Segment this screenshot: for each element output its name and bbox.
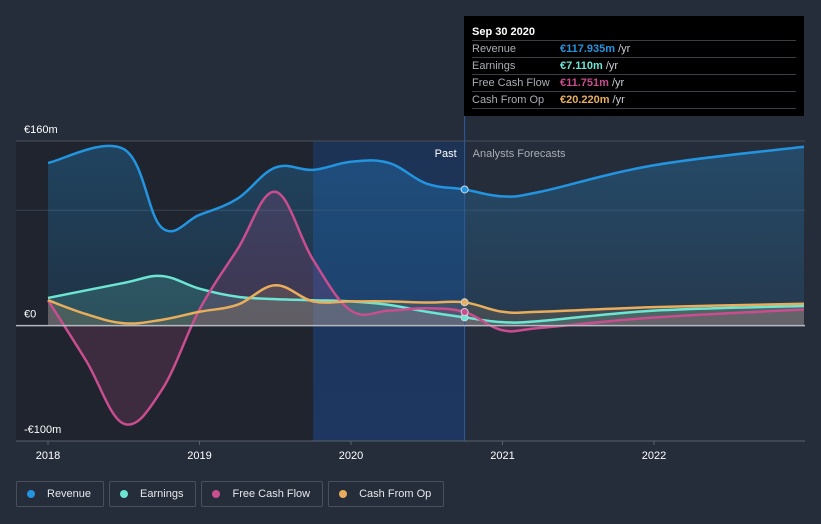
tooltip-unit: /yr (605, 60, 619, 72)
tooltip-value: €117.935m (560, 43, 616, 55)
tooltip-label: Earnings (472, 60, 516, 72)
tooltip-row-earnings: Earnings €7.110m /yr (472, 58, 796, 75)
legend-label: Earnings (140, 488, 184, 500)
tooltip-row-cash-from-op: Cash From Op €20.220m /yr (472, 92, 796, 109)
tooltip-row-revenue: Revenue €117.935m /yr (472, 41, 796, 58)
cash-from-op-area (48, 285, 804, 326)
tooltip-unit: /yr (612, 94, 625, 106)
revenue-area (48, 145, 804, 326)
tooltip-unit: /yr (611, 77, 625, 89)
y-tick-label: -€100m (24, 424, 61, 436)
legend-item-free-cash-flow[interactable]: Free Cash Flow (201, 481, 324, 507)
tooltip-row-free-cash-flow: Free Cash Flow €11.751m /yr (472, 75, 796, 92)
x-tick-label: 2019 (187, 450, 211, 462)
legend-dot-icon (120, 490, 129, 498)
tooltip-label: Revenue (472, 43, 517, 55)
legend-dot-icon (339, 490, 348, 498)
tooltip: Sep 30 2020 Revenue €117.935m /yr Earnin… (464, 16, 804, 116)
legend-dot-icon (27, 490, 35, 498)
tooltip-label: Free Cash Flow (472, 77, 550, 89)
free-cash-flow-line (46, 190, 805, 426)
x-tick-label: 2020 (339, 450, 363, 462)
legend-item-revenue[interactable]: Revenue (16, 481, 105, 507)
x-tick-label: 2022 (642, 450, 666, 462)
past-label: Past (435, 148, 457, 160)
cash-from-op-marker (460, 298, 469, 307)
x-tick-label: 2021 (490, 450, 514, 462)
tooltip-date: Sep 30 2020 (472, 24, 796, 41)
y-tick-label: €160m (24, 124, 58, 136)
revenue-marker (460, 185, 469, 194)
revenue-line (47, 144, 805, 233)
legend-label: Revenue (47, 488, 92, 500)
free-cash-flow-area (48, 191, 804, 425)
tooltip-value: €20.220m (560, 94, 610, 106)
legend-item-earnings[interactable]: Earnings (109, 481, 197, 507)
cash-from-op-line (47, 283, 805, 325)
tooltip-unit: /yr (618, 43, 631, 55)
earnings-area (48, 275, 804, 326)
legend-label: Free Cash Flow (232, 488, 311, 500)
legend-dot-icon (212, 490, 221, 498)
tooltip-label: Cash From Op (472, 94, 545, 106)
legend-label: Cash From Op (359, 488, 432, 500)
tooltip-value: €11.751m (560, 77, 609, 89)
x-tick-label: 2018 (36, 450, 60, 462)
legend: Revenue Earnings Free Cash Flow Cash Fro… (16, 481, 445, 507)
free-cash-flow-marker (460, 308, 469, 316)
y-tick-label: €0 (24, 309, 36, 321)
tooltip-value: €7.110m (560, 60, 603, 72)
analysts-forecasts-label: Analysts Forecasts (473, 148, 566, 160)
legend-item-cash-from-op[interactable]: Cash From Op (328, 481, 445, 507)
